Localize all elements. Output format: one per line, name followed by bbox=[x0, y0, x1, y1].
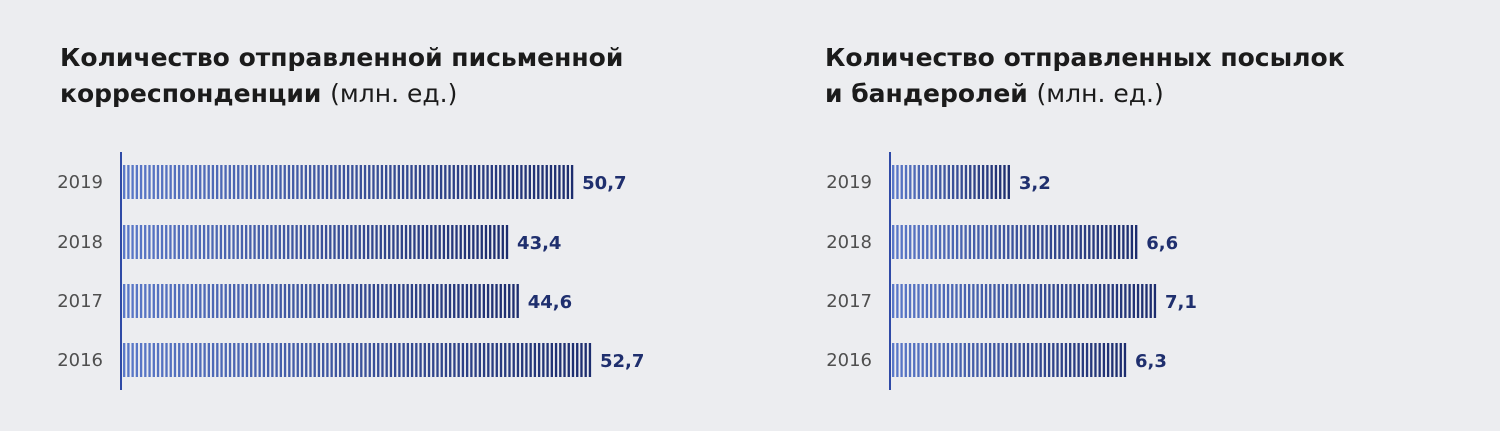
letters-chart-title: Количество отправленной письменной корре… bbox=[60, 40, 623, 112]
parcels-title-line1: Количество отправленных посылок bbox=[825, 43, 1345, 72]
letters-chart-panel: Количество отправленной письменной корре… bbox=[0, 0, 740, 431]
parcels-title-line2: и бандеролей bbox=[825, 79, 1028, 108]
parcels-bar-2017 bbox=[892, 284, 1157, 318]
letters-title-line2: корреспонденции bbox=[60, 79, 322, 108]
parcels-title-unit: (млн. ед.) bbox=[1036, 79, 1164, 108]
letters-value-label: 43,4 bbox=[517, 233, 561, 254]
parcels-value-label: 6,3 bbox=[1135, 351, 1167, 372]
parcels-year-label: 2017 bbox=[826, 291, 872, 312]
parcels-value-label: 3,2 bbox=[1019, 173, 1051, 194]
letters-bar-2016 bbox=[123, 343, 592, 377]
letters-year-label: 2019 bbox=[57, 172, 103, 193]
letters-bar-2017 bbox=[123, 284, 519, 318]
parcels-bar-2019 bbox=[892, 165, 1010, 199]
letters-year-label: 2018 bbox=[57, 232, 103, 253]
parcels-year-label: 2016 bbox=[826, 350, 872, 371]
letters-bar-chart: 2019 50,7 2018 43,4 2017 44,6 2016 52,7 bbox=[57, 152, 644, 390]
letters-year-label: 2016 bbox=[57, 350, 103, 371]
letters-bar-2018 bbox=[123, 225, 509, 259]
parcels-chart-title: Количество отправленных посылок и бандер… bbox=[825, 40, 1345, 112]
letters-title-line1: Количество отправленной письменной bbox=[60, 43, 624, 72]
letters-title-unit: (млн. ед.) bbox=[330, 79, 458, 108]
letters-value-label: 52,7 bbox=[600, 351, 644, 372]
parcels-bar-2016 bbox=[892, 343, 1127, 377]
parcels-value-label: 7,1 bbox=[1165, 292, 1197, 313]
parcels-value-label: 6,6 bbox=[1146, 233, 1178, 254]
letters-bar-2019 bbox=[123, 165, 574, 199]
parcels-bar-2018 bbox=[892, 225, 1138, 259]
parcels-year-label: 2019 bbox=[826, 172, 872, 193]
parcels-year-label: 2018 bbox=[826, 232, 872, 253]
letters-value-label: 44,6 bbox=[528, 292, 572, 313]
letters-year-label: 2017 bbox=[57, 291, 103, 312]
letters-value-label: 50,7 bbox=[582, 173, 626, 194]
